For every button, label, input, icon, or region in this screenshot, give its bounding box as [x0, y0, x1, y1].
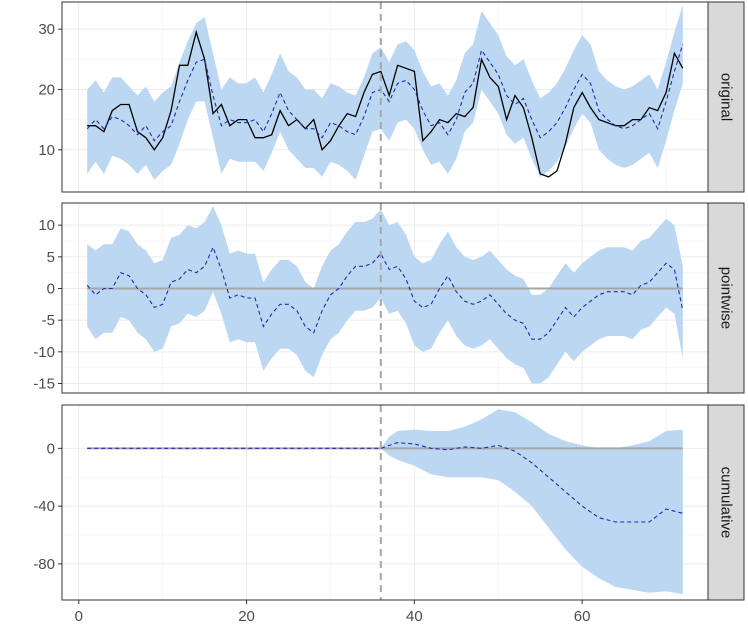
- panel-pointwise: -15 -10 -5 0 5 10 pointwise: [33, 202, 745, 394]
- y-tick-label: -80: [33, 556, 55, 573]
- x-tick-label: 40: [406, 608, 423, 625]
- panel-cumulative: -80 -40 0 cumulative: [33, 404, 745, 601]
- y-tick-label: 30: [38, 21, 55, 38]
- y-tick-label: -15: [33, 376, 55, 393]
- y-tick-label: -40: [33, 498, 55, 515]
- strip-label-cumulative: cumulative: [718, 467, 735, 539]
- x-axis: 0 20 40 60: [75, 600, 591, 625]
- strip-label-pointwise: pointwise: [718, 267, 735, 330]
- y-tick-label: 0: [47, 440, 55, 457]
- y-tick-label: -5: [42, 312, 55, 329]
- y-tick-label: 10: [38, 217, 55, 234]
- observed-series: [87, 29, 684, 178]
- y-tick-label: 5: [47, 249, 55, 266]
- x-tick-label: 0: [75, 608, 83, 625]
- predicted-series: [86, 44, 684, 142]
- panels-group: 10 20 30 original -15 -10 -5 0 5 10 pointwise -80 -4…: [33, 1, 745, 601]
- x-tick-label: 60: [574, 608, 591, 625]
- confidence-band: [87, 5, 683, 180]
- x-tick-label: 20: [238, 608, 255, 625]
- y-tick-label: 10: [38, 142, 55, 159]
- confidence-band: [87, 409, 683, 595]
- strip-background: [707, 404, 745, 601]
- y-tick-label: 0: [47, 281, 55, 298]
- y-tick-label: 20: [38, 81, 55, 98]
- panel-original: 10 20 30 original: [38, 1, 745, 193]
- predicted-series: [86, 245, 684, 340]
- strip-background: [707, 1, 745, 193]
- strip-background: [707, 202, 745, 394]
- y-tick-label: -10: [33, 344, 55, 361]
- strip-label-original: original: [718, 73, 735, 121]
- predicted-series: [87, 442, 683, 523]
